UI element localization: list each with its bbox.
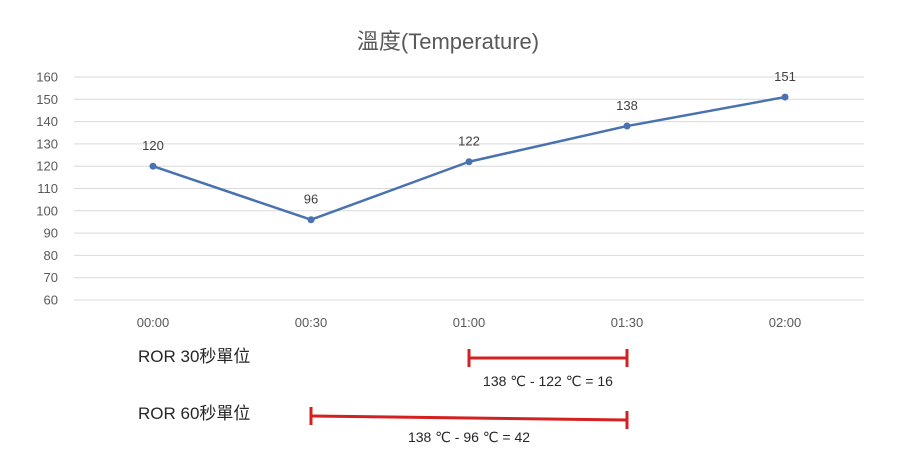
y-tick-label: 70 [44, 270, 58, 285]
data-label: 151 [774, 69, 796, 84]
y-tick-label: 140 [36, 114, 58, 129]
chart-title: 溫度(Temperature) [357, 29, 539, 54]
y-axis-tick-labels: 60 70 80 90 100 110 120 130 140 150 160 [36, 70, 58, 308]
data-label: 138 [616, 98, 638, 113]
x-tick-label: 01:00 [453, 315, 486, 330]
ror-60-equation: 138 ℃ - 96 ℃ = 42 [408, 429, 530, 445]
x-axis-tick-labels: 00:00 00:30 01:00 01:30 02:00 [137, 315, 802, 330]
ror-30-label: ROR 30秒單位 [138, 347, 250, 366]
y-tick-label: 80 [44, 248, 58, 263]
y-tick-label: 160 [36, 70, 58, 85]
data-point [623, 122, 631, 130]
data-labels: 120 96 122 138 151 [142, 69, 796, 207]
data-point [307, 216, 315, 224]
data-point [465, 158, 473, 166]
ror-30-annotation: ROR 30秒單位 138 ℃ - 122 ℃ = 16 [138, 347, 629, 389]
y-tick-label: 110 [37, 181, 58, 196]
range-bar-line [310, 414, 628, 422]
ror-60-range-bar [309, 407, 629, 429]
ror-30-equation: 138 ℃ - 122 ℃ = 16 [483, 373, 613, 389]
ror-60-label: ROR 60秒單位 [138, 404, 250, 423]
x-tick-label: 00:30 [295, 315, 328, 330]
data-label: 120 [142, 138, 164, 153]
y-tick-label: 120 [36, 159, 58, 174]
ror-30-range-bar [467, 349, 629, 367]
gridlines [74, 76, 864, 301]
x-tick-label: 01:30 [611, 315, 644, 330]
ror-60-annotation: ROR 60秒單位 138 ℃ - 96 ℃ = 42 [138, 404, 629, 445]
x-tick-label: 00:00 [137, 315, 170, 330]
y-tick-label: 90 [44, 226, 58, 241]
data-label: 122 [458, 134, 480, 149]
y-tick-label: 100 [36, 203, 58, 218]
y-tick-label: 130 [36, 136, 58, 151]
y-tick-label: 150 [36, 92, 58, 107]
data-point [149, 162, 157, 170]
data-label: 96 [304, 192, 318, 207]
x-tick-label: 02:00 [769, 315, 802, 330]
data-point [781, 93, 789, 101]
temperature-series [149, 93, 789, 224]
y-tick-label: 60 [44, 293, 58, 308]
